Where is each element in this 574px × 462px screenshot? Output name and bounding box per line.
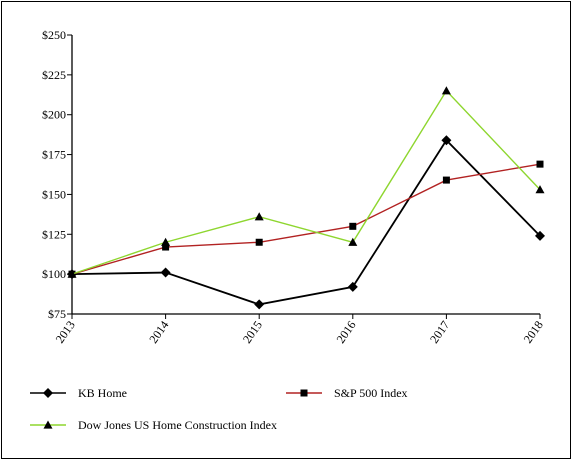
axes [71,35,540,315]
data-point [535,230,545,241]
legend-marker [300,389,308,397]
data-point [347,281,358,292]
legend-marker [43,420,53,429]
y-tick-label: $125 [42,227,66,241]
data-point [441,135,452,146]
data-point [535,185,545,194]
data-point [255,238,263,246]
y-tick-label: $200 [42,108,66,122]
y-tick-label: $75 [48,307,66,321]
series-line [71,138,541,306]
x-tick-label: 2014 [146,318,171,346]
legend-label: S&P 500 Index [334,386,408,400]
x-tick-label: 2017 [427,318,452,346]
legend-marker [43,388,53,398]
data-point [67,269,77,278]
x-axis-ticks: 2013 2014 2015 2016 2017 2018 [53,314,546,346]
series-triangle [67,86,545,278]
data-point [254,299,265,310]
x-tick-label: 2016 [333,318,358,346]
series-layer [67,86,545,310]
legend-item: Dow Jones US Home Construction Index [30,418,277,432]
series-line [71,89,541,275]
data-point [254,212,264,221]
legend-item: KB Home [30,386,127,400]
data-point [441,86,451,95]
y-tick-label: $100 [42,267,66,281]
data-point [349,222,357,230]
legend-item: S&P 500 Index [286,386,408,400]
y-tick-label: $250 [42,28,66,42]
legend-label: KB Home [78,386,127,400]
y-tick-label: $175 [42,148,66,162]
x-tick-label: 2018 [521,318,546,346]
x-tick-label: 2015 [240,318,265,346]
data-point [160,267,171,278]
data-point [161,237,171,246]
y-tick-label: $150 [42,187,66,201]
x-tick-label: 2013 [53,318,78,346]
data-point [348,237,358,246]
series-square [68,160,544,278]
legend-label: Dow Jones US Home Construction Index [78,418,277,432]
series-line [71,163,541,275]
y-tick-label: $225 [42,68,66,82]
data-point [442,176,450,184]
data-point [162,243,170,251]
series-diamond [67,135,545,310]
data-point [536,160,544,168]
y-axis-ticks: $75 $100 $125 $150 $175 $200 $225 $250 [42,28,72,321]
legend: KB Home S&P 500 Index Dow Jones US Home Co… [30,386,408,432]
